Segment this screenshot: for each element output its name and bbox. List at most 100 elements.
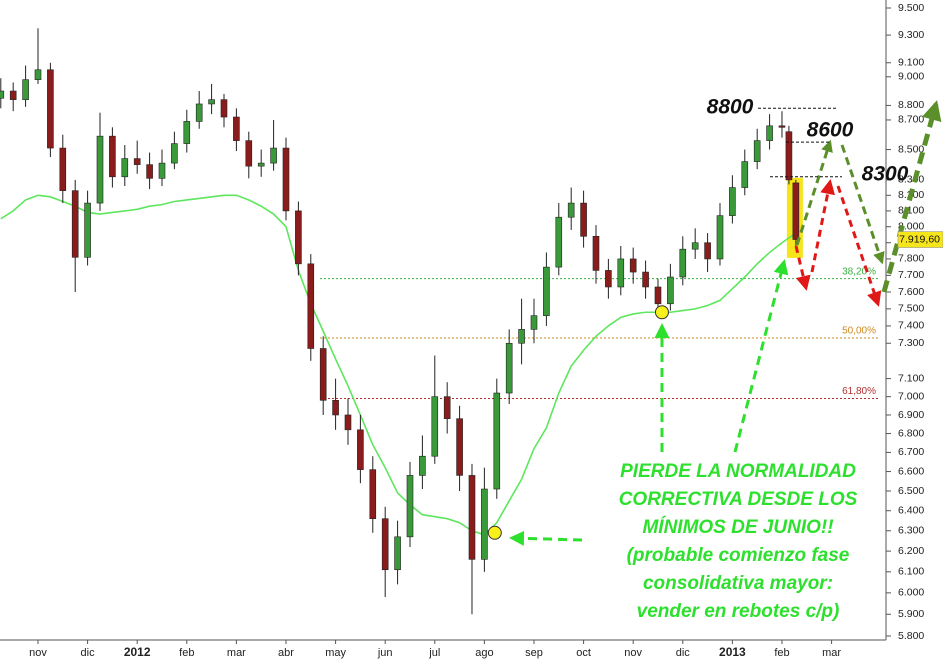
y-tick-label: 8.000 [898,220,924,232]
y-tick-label: 9.000 [898,71,924,83]
note-line: MÍNIMOS DE JUNIO!! [642,516,833,538]
x-tick-label: may [325,647,346,659]
y-tick-label: 7.400 [898,320,924,332]
x-tick-label: dic [81,647,96,659]
candle-body [133,158,141,165]
plot [0,28,800,615]
candle-body [158,162,166,179]
candle-body [419,455,426,476]
x-tick-label: oct [576,647,591,659]
candle-body [592,235,600,271]
y-tick-label: 7.600 [898,286,924,298]
candle-body [295,210,302,265]
candle-body [567,202,575,218]
candle-body [481,488,488,560]
x-tick-label: abr [278,647,294,659]
last-price-tag [897,231,943,248]
x-tick-label: jul [428,647,440,659]
candle-body [617,258,625,288]
moving-average [0,194,797,536]
x-tick-label: mar [822,647,841,659]
candle-body [22,79,29,100]
level-label: 8300 [862,163,909,186]
candle-body [34,69,42,80]
candle-body [394,536,401,571]
candle-body [406,475,414,538]
candle-body [792,182,800,240]
y-tick-label: 5.800 [898,630,924,642]
arrow [881,100,942,293]
retracement-label: 38,20% [842,266,876,277]
candle-body [443,396,451,419]
candle-body [642,271,649,288]
arrow [733,259,789,453]
retracement-label: 50,00% [842,326,876,337]
candle-body [0,90,5,99]
candle-body [753,140,761,162]
candle-body [493,392,501,490]
y-tick-label: 7.800 [898,253,924,265]
candle-body [741,161,749,188]
y-tick-label: 5.900 [898,608,924,620]
y-tick-label: 7.500 [898,303,924,315]
y-tick-label: 7.300 [898,337,924,349]
marker [654,305,669,320]
candle-body [84,202,91,258]
marker [487,525,502,540]
y-tick-label: 9.100 [898,57,924,69]
y-tick-label: 8.700 [898,114,924,126]
x-tick-label: ago [475,647,493,659]
candle-body [468,475,476,560]
x-tick-label: mar [227,647,246,659]
candle-body [580,202,587,237]
last-price-label: 7.919,60 [899,233,940,245]
y-tick-label: 7.000 [898,390,924,402]
note-line: consolidativa mayor: [643,573,833,594]
candle-body [121,158,129,178]
candle-body [691,242,699,250]
candle-body [47,69,54,149]
candle-body [667,276,674,305]
candle-body [319,348,327,401]
annotations: 8800 8600 8300 7.919,60 PIERDE LA NORMALIDAD… [487,96,943,622]
y-tick-label: 6.300 [898,525,924,537]
candle-body [59,147,67,191]
x-tick-label: jun [377,647,393,659]
note-line: PIERDE LA NORMALIDAD [620,461,856,482]
candle-body [785,131,793,181]
candle-body [245,140,253,167]
y-tick-label: 8.100 [898,205,924,217]
candle-body [654,286,662,305]
y-tick-label: 6.400 [898,504,924,516]
y-tick-label: 6.100 [898,566,924,578]
candle-body [282,147,290,212]
arrow [840,144,885,265]
candle-body [431,396,439,457]
y-tick-label: 8.500 [898,143,924,155]
candle-body [729,187,736,216]
y-tick-label: 9.500 [898,2,924,14]
candle-body [518,329,525,344]
candle-body [257,162,265,167]
arrow [810,179,836,273]
plot-background: 9.5009.3009.1009.0008.8008.7008.5008.300… [0,0,924,659]
candle-body [456,418,463,476]
candle-body [307,263,315,349]
y-tick-label: 6.900 [898,409,924,421]
candle-body [332,400,339,416]
level-label: 8600 [807,119,854,142]
candle-body [233,116,240,141]
candle-body [183,121,191,144]
candle-body [270,147,277,164]
arrow [509,530,583,546]
y-tick-label: 6.700 [898,446,924,458]
note-line: (probable comienzo fase [627,545,850,566]
y-tick-label: 6.600 [898,465,924,477]
candle-body [704,242,711,260]
candle-body [555,216,563,268]
note-line: CORRECTIVA DESDE LOS [619,489,858,510]
note-line: vender en rebotes c/p) [637,601,840,622]
y-tick-label: 8.800 [898,99,924,111]
y-tick-label: 6.000 [898,587,924,599]
arrow [836,185,882,307]
